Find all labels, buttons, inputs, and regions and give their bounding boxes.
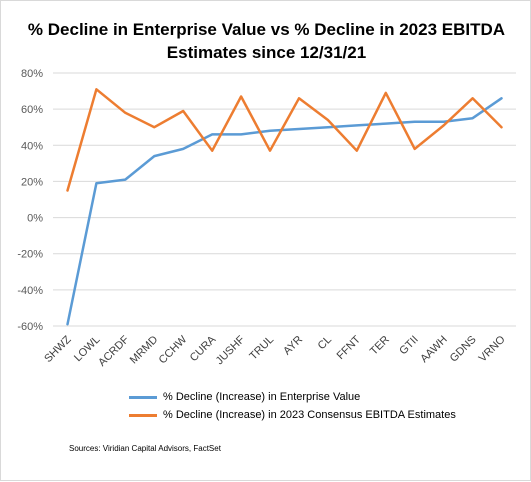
- x-tick-label: JUSHF: [214, 333, 248, 367]
- chart-title-line-1: % Decline in Enterprise Value vs % Decli…: [27, 20, 506, 39]
- series-line-2: [66, 88, 503, 192]
- x-tick-label: ACRDF: [96, 333, 131, 368]
- x-tick-label: MRMD: [128, 334, 161, 367]
- x-tick-label: TRUL: [247, 334, 276, 363]
- x-tick-label: CL: [316, 334, 334, 352]
- y-tick-label: 60%: [21, 104, 43, 116]
- x-tick-label: AAWH: [418, 334, 450, 366]
- legend-swatch-blue: [129, 395, 157, 399]
- y-tick-label: 20%: [21, 176, 43, 188]
- legend-label: % Decline (Increase) in Enterprise Value: [163, 391, 361, 403]
- x-tick-label: GDNS: [448, 334, 479, 365]
- y-tick-label: 80%: [21, 68, 43, 80]
- series-line-1: [66, 97, 503, 326]
- y-tick-label: 40%: [21, 140, 43, 152]
- y-tick-label: -60%: [17, 321, 43, 333]
- legend-entry-ebitda: % Decline (Increase) in 2023 Consensus E…: [129, 407, 456, 423]
- y-tick-label: -20%: [17, 249, 43, 261]
- x-tick-label: VRNO: [477, 333, 508, 364]
- chart-title-line-2: Estimates since 12/31/21: [166, 43, 367, 62]
- x-tick-label: TER: [368, 334, 392, 358]
- legend-swatch-orange: [129, 413, 157, 417]
- x-tick-label: GTII: [397, 334, 421, 358]
- x-tick-label: AYR: [281, 334, 305, 358]
- legend-label: % Decline (Increase) in 2023 Consensus E…: [163, 409, 456, 421]
- x-tick-label: SHWZ: [42, 333, 74, 365]
- y-tick-label: -40%: [17, 285, 43, 297]
- x-tick-label: FFNT: [335, 333, 364, 362]
- source-note: Sources: Viridian Capital Advisors, Fact…: [69, 444, 221, 453]
- x-tick-label: CCHW: [157, 333, 190, 366]
- legend-entry-enterprise-value: % Decline (Increase) in Enterprise Value: [129, 389, 360, 405]
- y-tick-label: 0%: [27, 213, 43, 225]
